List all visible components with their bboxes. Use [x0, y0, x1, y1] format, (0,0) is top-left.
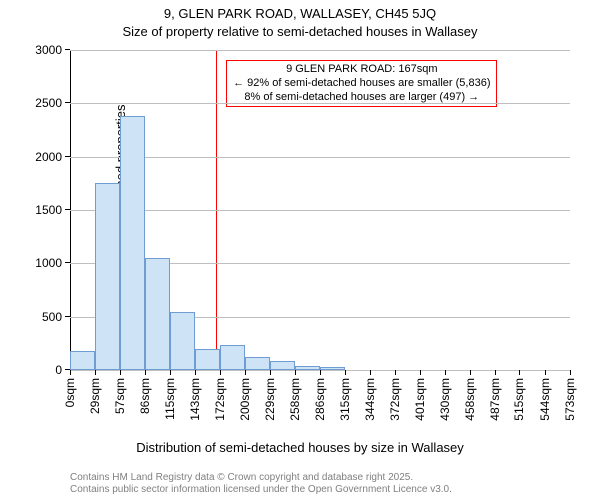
histogram-bar [120, 116, 145, 370]
x-tick-label: 458sqm [463, 378, 477, 421]
x-tick-label: 430sqm [438, 378, 452, 421]
annotation-line3: 8% of semi-detached houses are larger (4… [233, 91, 490, 105]
annotation-line2: ← 92% of semi-detached houses are smalle… [233, 77, 490, 91]
chart-title-main: 9, GLEN PARK ROAD, WALLASEY, CH45 5JQ [0, 6, 600, 21]
y-tick-label: 0 [55, 363, 70, 377]
x-tick-mark [70, 370, 71, 375]
gridline [70, 157, 570, 158]
x-tick-mark [345, 370, 346, 375]
x-tick-label: 544sqm [538, 378, 552, 421]
footer-line1: Contains HM Land Registry data © Crown c… [70, 472, 452, 484]
x-tick-label: 487sqm [488, 378, 502, 421]
x-tick-label: 143sqm [188, 378, 202, 421]
gridline [70, 103, 570, 104]
x-axis-label: Distribution of semi-detached houses by … [0, 440, 600, 455]
gridline [70, 210, 570, 211]
x-tick-label: 172sqm [213, 378, 227, 421]
histogram-bar [195, 349, 220, 370]
x-tick-label: 258sqm [288, 378, 302, 421]
histogram-bar [295, 366, 320, 370]
histogram-bar [145, 258, 170, 370]
y-tick-label: 500 [42, 310, 70, 324]
x-tick-mark [395, 370, 396, 375]
x-tick-label: 315sqm [338, 378, 352, 421]
chart-plot-area: 9 GLEN PARK ROAD: 167sqm ← 92% of semi-d… [70, 50, 570, 370]
footer-line2: Contains public sector information licen… [70, 484, 452, 496]
x-tick-label: 86sqm [138, 378, 152, 414]
x-tick-label: 57sqm [113, 378, 127, 414]
x-tick-mark [145, 370, 146, 375]
histogram-bar [320, 367, 345, 370]
x-tick-label: 515sqm [512, 378, 526, 421]
x-tick-label: 115sqm [163, 378, 177, 420]
annotation-box: 9 GLEN PARK ROAD: 167sqm ← 92% of semi-d… [226, 60, 497, 107]
x-tick-mark [495, 370, 496, 375]
x-tick-mark [445, 370, 446, 375]
x-tick-label: 344sqm [363, 378, 377, 421]
x-tick-mark [295, 370, 296, 375]
histogram-bar [170, 312, 195, 370]
x-tick-mark [95, 370, 96, 375]
footer-attribution: Contains HM Land Registry data © Crown c… [70, 472, 452, 496]
x-tick-mark [545, 370, 546, 375]
histogram-bar [70, 351, 95, 370]
histogram-bar [270, 361, 295, 370]
y-tick-label: 1000 [35, 256, 70, 270]
x-tick-label: 229sqm [263, 378, 277, 421]
x-tick-mark [470, 370, 471, 375]
x-tick-mark [270, 370, 271, 375]
x-tick-mark [245, 370, 246, 375]
x-tick-label: 401sqm [413, 378, 427, 421]
x-tick-label: 573sqm [563, 378, 577, 421]
x-tick-mark [570, 370, 571, 375]
histogram-bar [95, 183, 120, 370]
x-tick-mark [220, 370, 221, 375]
x-tick-mark [370, 370, 371, 375]
x-tick-label: 0sqm [63, 378, 77, 407]
x-tick-label: 200sqm [238, 378, 252, 421]
x-tick-mark [320, 370, 321, 375]
y-tick-label: 3000 [35, 43, 70, 57]
histogram-bar [245, 357, 270, 370]
x-tick-mark [420, 370, 421, 375]
y-tick-label: 2000 [35, 150, 70, 164]
x-tick-mark [170, 370, 171, 375]
x-tick-mark [195, 370, 196, 375]
x-tick-label: 286sqm [313, 378, 327, 421]
histogram-bar [220, 345, 245, 370]
x-tick-label: 372sqm [388, 378, 402, 421]
x-tick-mark [120, 370, 121, 375]
x-tick-mark [519, 370, 520, 375]
gridline [70, 50, 570, 51]
y-tick-label: 1500 [35, 203, 70, 217]
y-tick-label: 2500 [35, 96, 70, 110]
chart-title-sub: Size of property relative to semi-detach… [0, 24, 600, 39]
annotation-line1: 9 GLEN PARK ROAD: 167sqm [233, 63, 490, 77]
x-tick-label: 29sqm [88, 378, 102, 414]
